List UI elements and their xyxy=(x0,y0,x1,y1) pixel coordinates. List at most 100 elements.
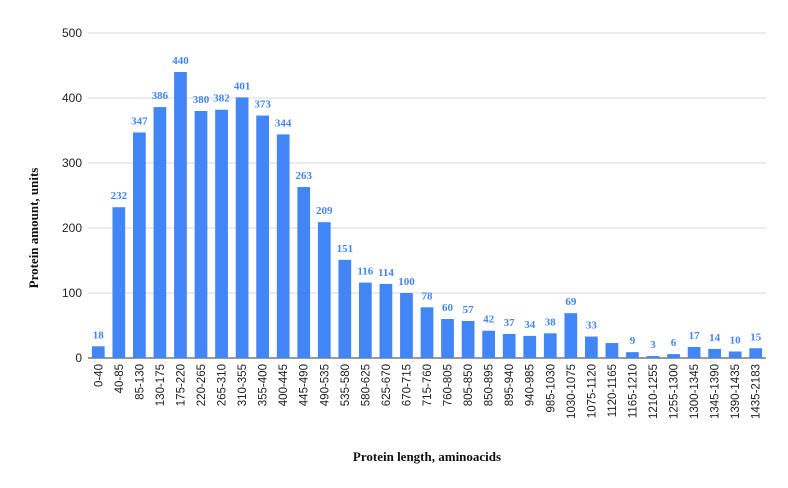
x-tick-label: 1030-1075 xyxy=(566,364,578,419)
bar xyxy=(256,115,270,358)
bar xyxy=(420,307,434,358)
bar-data-label: 380 xyxy=(193,94,210,106)
x-tick-label: 220-265 xyxy=(196,364,208,406)
x-axis-ticks: 0-40 40-85 85-130 130-175 175-220 220-265 265-… xyxy=(93,364,762,419)
x-tick-label: 895-940 xyxy=(504,364,516,406)
x-tick-label: 1300-1345 xyxy=(689,364,701,419)
bar-data-label: 386 xyxy=(152,90,169,102)
y-tick-label: 300 xyxy=(62,156,82,170)
x-tick-label: 1165-1210 xyxy=(627,364,639,418)
x-tick-label: 400-445 xyxy=(278,364,290,406)
bar xyxy=(153,107,167,358)
bar-data-label: 69 xyxy=(565,296,577,308)
bar xyxy=(215,109,228,358)
bar xyxy=(194,111,208,358)
x-tick-label: 1255-1300 xyxy=(669,364,681,419)
y-tick-label: 400 xyxy=(62,91,82,105)
bar-data-label: 401 xyxy=(234,80,251,92)
bar-data-label: 347 xyxy=(131,115,148,127)
bar-data-label: 151 xyxy=(337,243,354,255)
x-tick-label: 1435-2183 xyxy=(751,364,763,419)
bar xyxy=(317,222,331,358)
x-tick-label: 715-760 xyxy=(422,364,434,406)
y-axis-title: Protein amount, units xyxy=(26,168,41,289)
bars xyxy=(91,72,763,358)
x-tick-label: 310-355 xyxy=(237,364,249,406)
x-tick-label: 490-535 xyxy=(319,364,331,406)
bar-data-label: 37 xyxy=(504,317,516,329)
bar xyxy=(728,351,742,358)
y-tick-label: 0 xyxy=(75,351,82,365)
bar-data-label: 60 xyxy=(442,302,454,314)
bar-data-label: 42 xyxy=(483,314,495,326)
x-tick-label: 985-1030 xyxy=(545,364,557,413)
bar xyxy=(708,348,722,358)
y-axis-ticks: 0 100 200 300 400 500 xyxy=(62,26,82,365)
bar-data-label: 10 xyxy=(730,335,742,347)
y-tick-label: 200 xyxy=(62,221,82,235)
bar-data-label: 3 xyxy=(650,339,656,351)
bar-data-label: 33 xyxy=(586,320,598,332)
x-tick-label: 355-400 xyxy=(258,364,270,406)
x-tick-label: 445-490 xyxy=(299,364,311,406)
bar xyxy=(543,333,557,358)
bar xyxy=(276,134,290,358)
x-tick-label: 265-310 xyxy=(217,364,229,406)
bar-data-label: 263 xyxy=(295,170,312,182)
bar xyxy=(461,320,475,358)
x-tick-label: 0-40 xyxy=(93,364,105,387)
x-tick-label: 1345-1390 xyxy=(710,364,722,419)
bar-data-label: 209 xyxy=(316,205,333,217)
y-tick-label: 100 xyxy=(62,286,82,300)
bar xyxy=(482,330,496,358)
x-tick-label: 670-715 xyxy=(401,364,413,406)
bar xyxy=(379,283,393,358)
bar-data-label: 100 xyxy=(398,276,415,288)
bar-data-label: 116 xyxy=(357,266,373,278)
bar-data-label: 114 xyxy=(378,267,394,279)
bar xyxy=(605,343,619,358)
x-tick-label: 850-895 xyxy=(484,364,496,406)
bar-data-label: 344 xyxy=(275,117,292,129)
bar xyxy=(235,97,249,358)
x-tick-label: 535-580 xyxy=(340,364,352,406)
bar xyxy=(646,356,660,358)
bar xyxy=(687,346,701,358)
bar-data-label: 232 xyxy=(111,190,128,202)
x-tick-label: 175-220 xyxy=(175,364,187,406)
bar xyxy=(441,319,454,358)
bar xyxy=(112,207,126,358)
x-axis-title: Protein length, aminoacids xyxy=(353,449,501,464)
bar xyxy=(400,293,413,358)
bar-data-label: 440 xyxy=(172,55,189,67)
bar xyxy=(297,187,311,358)
x-tick-label: 580-625 xyxy=(360,364,372,406)
bar xyxy=(523,335,537,358)
x-tick-label: 760-805 xyxy=(443,364,455,406)
bar xyxy=(584,336,598,358)
bar-data-label: 18 xyxy=(93,329,105,341)
y-tick-label: 500 xyxy=(62,26,82,40)
bar-data-label: 57 xyxy=(463,304,475,316)
bar-data-label: 6 xyxy=(671,337,677,349)
x-tick-label: 40-85 xyxy=(114,364,126,393)
x-tick-label: 940-985 xyxy=(525,364,537,406)
bar-data-label: 373 xyxy=(254,99,271,111)
bar xyxy=(174,72,187,358)
x-tick-label: 130-175 xyxy=(155,364,167,406)
x-tick-label: 1120-1165 xyxy=(607,364,619,417)
bar-data-label: 78 xyxy=(422,290,434,302)
bar-data-label: 38 xyxy=(545,316,557,328)
bar xyxy=(626,352,639,358)
bar-data-label: 17 xyxy=(689,330,701,342)
bar-data-label: 15 xyxy=(750,331,762,343)
bar-data-label: 14 xyxy=(709,332,721,344)
bar-data-label: 9 xyxy=(630,335,636,347)
bar xyxy=(502,333,516,358)
bar-data-label: 34 xyxy=(524,319,536,331)
bar xyxy=(132,132,146,358)
bar xyxy=(338,259,352,358)
x-tick-label: 1210-1255 xyxy=(648,364,660,419)
x-tick-label: 805-850 xyxy=(463,364,475,406)
